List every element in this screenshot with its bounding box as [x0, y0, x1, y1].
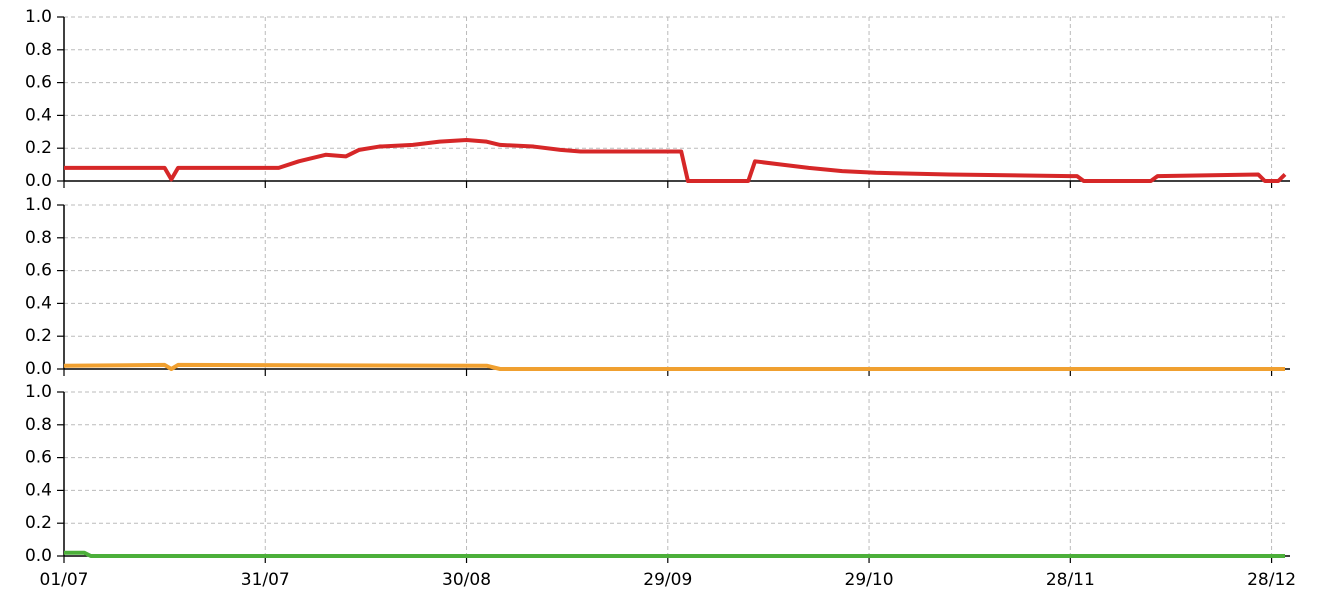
y-tick-label: 1.0: [25, 382, 52, 402]
line-series: [63, 362, 1285, 371]
y-tick-label: 0.8: [25, 40, 52, 60]
x-tick-label: 01/07: [40, 570, 89, 590]
y-tick-label: 0.2: [25, 326, 52, 346]
line-series: [64, 138, 1287, 183]
y-tick-label: 0.8: [25, 415, 52, 435]
x-tick-label: 29/09: [643, 570, 692, 590]
y-tick-label: 0.6: [25, 261, 52, 281]
x-tick-label: 31/07: [241, 570, 290, 590]
y-tick-label: 0.0: [25, 359, 52, 379]
y-tick-label: 0.2: [25, 513, 52, 533]
x-tick-label: 28/12: [1247, 570, 1296, 590]
y-tick-label: 1.0: [25, 7, 52, 27]
y-tick-label: 0.4: [25, 293, 52, 313]
x-tick-label: 28/11: [1046, 570, 1095, 590]
x-tick-label: 30/08: [442, 570, 491, 590]
y-tick-label: 1.0: [25, 195, 52, 215]
y-tick-label: 0.6: [25, 73, 52, 93]
y-tick-label: 0.0: [25, 546, 52, 566]
y-tick-label: 0.8: [25, 228, 52, 248]
y-tick-label: 0.2: [25, 138, 52, 158]
y-tick-label: 0.6: [25, 448, 52, 468]
line-series: [64, 550, 1285, 558]
y-tick-label: 0.4: [25, 105, 52, 125]
y-tick-label: 0.4: [25, 480, 52, 500]
x-tick-label: 29/10: [845, 570, 894, 590]
y-tick-label: 0.0: [25, 171, 52, 191]
